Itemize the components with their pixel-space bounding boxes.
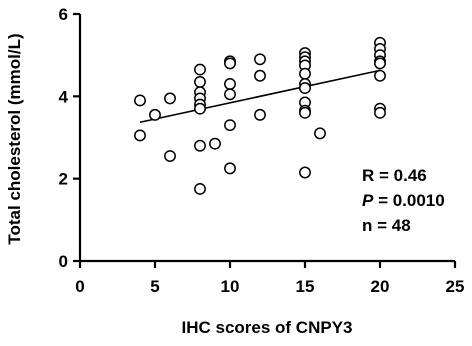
regression-line (139, 69, 381, 124)
data-point (254, 53, 266, 66)
data-point (194, 102, 206, 115)
data-point (299, 166, 311, 179)
data-point (299, 106, 311, 119)
data-point (164, 150, 176, 162)
x-tick-label: 20 (371, 277, 390, 296)
data-point (224, 162, 236, 175)
x-tick-label: 10 (221, 277, 240, 296)
data-point (164, 92, 176, 105)
data-point (374, 106, 386, 119)
x-tick-label: 0 (75, 277, 84, 296)
data-point (194, 75, 206, 88)
x-tick-label: 25 (446, 277, 465, 296)
n-annotation: n = 48 (362, 216, 411, 235)
r-value-annotation: R = 0.46 (362, 166, 427, 185)
y-tick-label: 2 (59, 170, 68, 189)
data-point (224, 88, 236, 101)
data-point (194, 63, 206, 76)
data-point (299, 67, 311, 80)
data-point (374, 57, 386, 70)
data-point (134, 94, 146, 107)
p-value-annotation: P = 0.0010 (362, 191, 445, 210)
data-point (374, 69, 386, 82)
data-point (254, 108, 266, 121)
data-points (134, 36, 386, 195)
fit-line-group (139, 69, 381, 124)
data-point (299, 82, 311, 95)
data-point (209, 137, 221, 150)
x-axis-title: IHC scores of CNPY3 (182, 318, 353, 337)
data-point (254, 69, 266, 82)
p-value-text: = 0.0010 (373, 191, 444, 210)
data-point (194, 139, 206, 152)
x-axis: 0 5 10 15 20 25 (75, 259, 465, 296)
y-tick-label: 0 (59, 252, 68, 271)
data-point (134, 129, 146, 142)
y-axis: 0 2 4 6 (59, 5, 82, 271)
y-axis-title: Total cholesterol (mmol/L) (5, 33, 24, 244)
x-tick-label: 15 (296, 277, 315, 296)
y-tick-label: 4 (59, 87, 69, 106)
data-point (224, 78, 236, 90)
y-tick-label: 6 (59, 5, 68, 24)
data-point (224, 57, 236, 70)
data-point (149, 108, 161, 121)
data-point (224, 119, 236, 132)
data-point (194, 183, 206, 195)
p-symbol: P (362, 191, 374, 210)
x-tick-label: 5 (150, 277, 159, 296)
data-point (314, 127, 326, 140)
